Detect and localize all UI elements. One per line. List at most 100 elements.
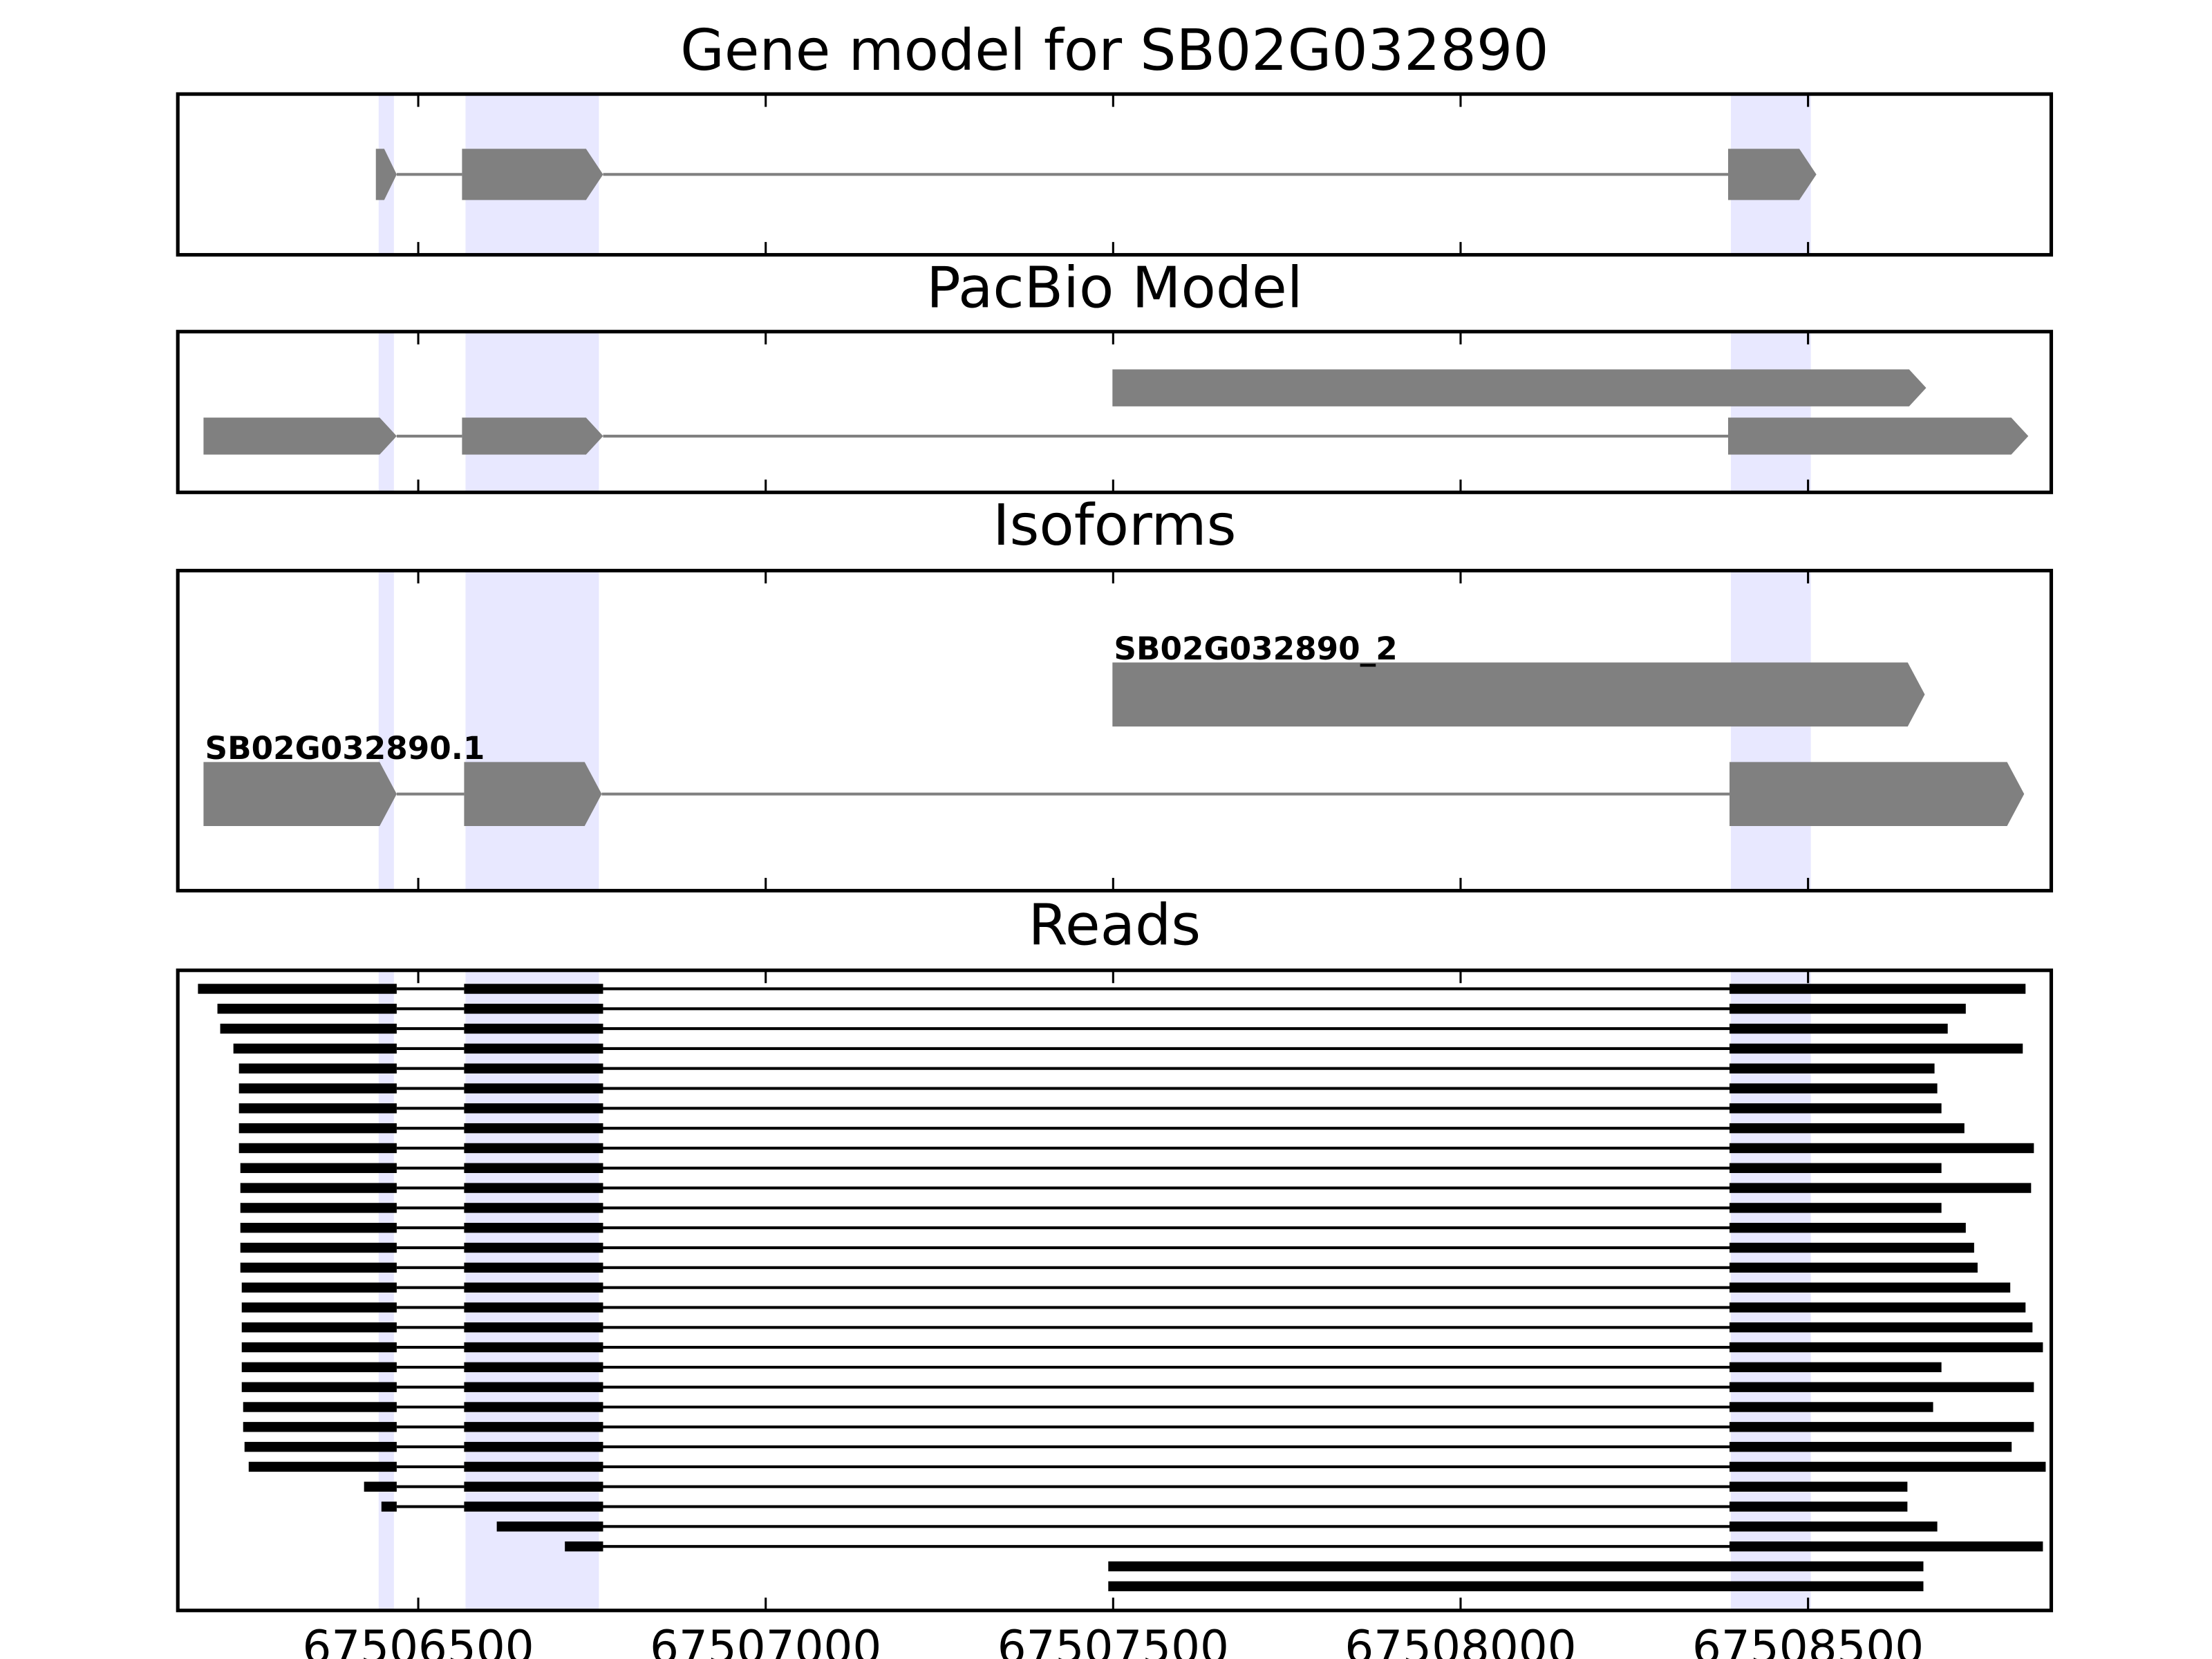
read-block: [464, 1103, 603, 1114]
read-block: [1730, 1322, 2033, 1333]
read-block: [241, 1282, 397, 1293]
read-block: [464, 1183, 603, 1193]
read-block: [240, 1163, 397, 1173]
read-block: [496, 1521, 603, 1532]
read-block: [1730, 1461, 2046, 1472]
read-block: [464, 1004, 603, 1014]
read-block: [464, 1203, 603, 1213]
read-block: [1730, 1203, 1942, 1213]
read-block: [1730, 1481, 1908, 1492]
read-block: [464, 1043, 603, 1054]
read-block: [243, 1422, 397, 1432]
highlight-band: [1731, 570, 1811, 891]
read-block: [233, 1043, 397, 1054]
read-block: [238, 1103, 397, 1114]
read-block: [464, 1481, 603, 1492]
read-block: [1730, 1103, 1942, 1114]
read-block: [1108, 1581, 1924, 1591]
panel-title: Isoforms: [993, 493, 1236, 559]
highlight-band: [465, 570, 599, 891]
read-block: [1730, 1282, 2011, 1293]
exon-block: [1728, 418, 2029, 455]
read-block: [248, 1461, 397, 1472]
panel-frame: [176, 568, 2054, 893]
read-block: [240, 1242, 397, 1253]
read-block: [1730, 1023, 1948, 1034]
read-block: [238, 1123, 397, 1134]
read-block: [1730, 1541, 2043, 1552]
highlight-band: [378, 331, 394, 493]
read-block: [464, 1302, 603, 1313]
read-block: [217, 1004, 397, 1014]
read-block: [464, 1441, 603, 1452]
panel: PacBio Model: [176, 256, 2054, 494]
x-tick-label: 67507000: [650, 1620, 881, 1659]
read-block: [241, 1302, 397, 1313]
read-block: [565, 1541, 603, 1552]
read-block: [240, 1203, 397, 1213]
read-block: [1730, 1043, 2023, 1054]
exon-block: [1730, 762, 2025, 826]
read-block: [464, 1461, 603, 1472]
read-block: [364, 1481, 397, 1492]
read-block: [464, 1422, 603, 1432]
read-block: [464, 984, 603, 994]
read-block: [464, 1402, 603, 1412]
read-block: [198, 984, 397, 994]
read-block: [464, 1063, 603, 1074]
read-block: [1730, 1183, 2032, 1193]
read-block: [244, 1441, 397, 1452]
read-block: [1730, 1004, 1966, 1014]
exon-block: [203, 418, 397, 455]
x-tick-label: 67508000: [1344, 1620, 1576, 1659]
read-block: [241, 1322, 397, 1333]
x-tick-label: 67507500: [997, 1620, 1229, 1659]
panel: Gene model for SB02G032890: [176, 18, 2054, 257]
panel-frame: [176, 92, 2054, 257]
read-block: [1730, 1342, 2043, 1353]
exon-block: [1112, 369, 1927, 406]
isoform-label: SB02G032890_2: [1114, 630, 1397, 667]
read-block: [238, 1143, 397, 1154]
read-block: [241, 1362, 397, 1373]
panel-title: PacBio Model: [926, 256, 1303, 321]
panel-title: Gene model for SB02G032890: [680, 18, 1548, 84]
x-tick-label: 67508500: [1692, 1620, 1924, 1659]
panel: Reads 67506500 67507000 67507500 67508000 675…: [176, 893, 2054, 1659]
exon-block: [203, 762, 397, 826]
read-block: [240, 1262, 397, 1273]
panel-frame: [176, 968, 2054, 1613]
panel-frame: [176, 330, 2054, 494]
read-block: [1730, 1382, 2034, 1392]
read-block: [464, 1163, 603, 1173]
read-block: [240, 1183, 397, 1193]
read-block: [241, 1382, 397, 1392]
read-block: [464, 1083, 603, 1094]
read-block: [1730, 1422, 2034, 1432]
read-block: [464, 1023, 603, 1034]
exon-block: [462, 149, 603, 200]
read-block: [1730, 1163, 1942, 1173]
read-block: [1730, 1143, 2034, 1154]
highlight-band: [1731, 331, 1811, 493]
read-block: [1730, 984, 2026, 994]
read-block: [1730, 1501, 1908, 1512]
read-block: [464, 1382, 603, 1392]
read-block: [381, 1501, 397, 1512]
read-block: [464, 1342, 603, 1353]
read-block: [241, 1342, 397, 1353]
read-block: [238, 1063, 397, 1074]
read-block: [1730, 1302, 2026, 1313]
highlight-band: [465, 331, 599, 493]
read-block: [1730, 1521, 1938, 1532]
panel-title: Reads: [1029, 893, 1201, 959]
read-block: [464, 1123, 603, 1134]
read-block: [1730, 1063, 1935, 1074]
read-block: [1730, 1123, 1965, 1134]
read-block: [464, 1262, 603, 1273]
read-block: [1730, 1262, 1978, 1273]
exon-block: [375, 149, 397, 200]
read-block: [220, 1023, 397, 1034]
